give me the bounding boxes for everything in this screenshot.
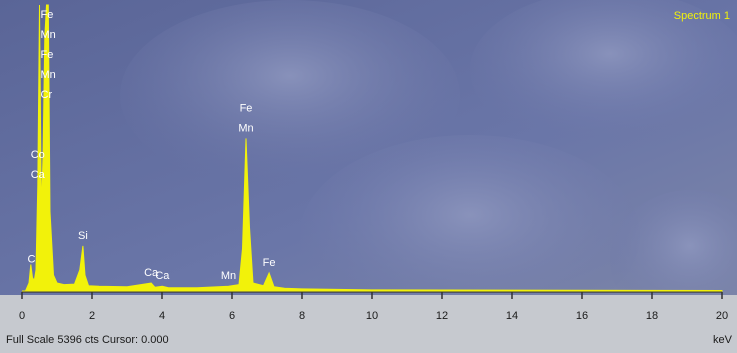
peak-label: Fe — [263, 257, 276, 269]
peak-label: Ca — [155, 270, 170, 282]
x-tick-label: 4 — [159, 310, 165, 322]
x-tick-label: 16 — [576, 310, 588, 322]
x-tick-label: 10 — [366, 310, 378, 322]
peak-label: Fe — [41, 9, 54, 21]
x-tick-label: 18 — [646, 310, 658, 322]
x-tick-label: 6 — [229, 310, 235, 322]
peak-label: Mn — [221, 270, 236, 282]
x-tick-label: 20 — [716, 310, 728, 322]
peak-label: Mn — [41, 69, 56, 81]
x-tick-label: 2 — [89, 310, 95, 322]
peak-label: Co — [31, 149, 45, 161]
peak-label: Si — [78, 230, 88, 242]
x-tick-label: 0 — [19, 310, 25, 322]
peak-label: Ca — [31, 169, 46, 181]
peak-label: Mn — [41, 29, 56, 41]
footer: Full Scale 5396 cts Cursor: 0.000 — [6, 334, 169, 346]
x-tick-label: 12 — [436, 310, 448, 322]
x-tick-label: 14 — [506, 310, 518, 322]
peak-label: Fe — [41, 49, 54, 61]
peak-label: Cr — [41, 89, 53, 101]
chart-title: Spectrum 1 — [674, 10, 730, 22]
peak-label: Mn — [238, 122, 253, 134]
background — [0, 0, 737, 353]
peak-label: Fe — [240, 102, 253, 114]
x-tick-label: 8 — [299, 310, 305, 322]
peak-label: C — [27, 254, 35, 266]
x-axis-label: keV — [713, 334, 733, 346]
spectrum-view: Spectrum 1 Full Scale 5396 cts Cursor: 0… — [0, 0, 737, 353]
